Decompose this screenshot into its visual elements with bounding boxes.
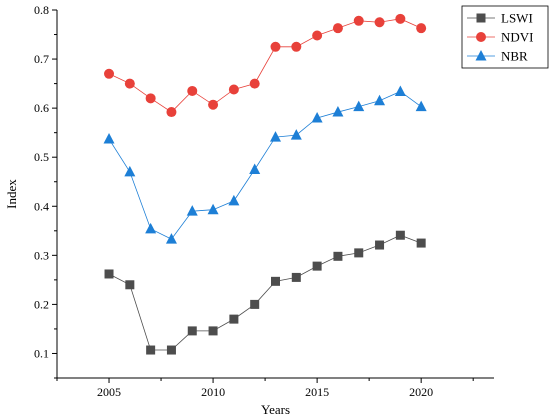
data-point-ndvi bbox=[291, 41, 302, 52]
legend-entry-ndvi: NDVI bbox=[467, 30, 534, 45]
data-point-lswi bbox=[187, 326, 197, 336]
data-point-ndvi bbox=[374, 17, 385, 28]
data-point-lswi bbox=[166, 345, 176, 355]
data-point-lswi bbox=[291, 272, 301, 282]
data-point-lswi bbox=[333, 251, 343, 261]
axes: 0.1 0.2 0.3 0.4 0.5 0.6 0.7 0.8 2005 2010 2015 2020 bbox=[34, 3, 494, 399]
data-point-nbr bbox=[394, 85, 406, 96]
data-point-ndvi bbox=[332, 23, 343, 34]
data-point-nbr bbox=[249, 163, 261, 174]
series-nbr bbox=[103, 85, 427, 244]
series-layer bbox=[103, 13, 427, 355]
data-point-nbr bbox=[124, 165, 136, 177]
data-point-nbr bbox=[270, 131, 281, 142]
data-point-ndvi bbox=[166, 107, 177, 118]
data-point-lswi bbox=[104, 269, 114, 279]
data-point-nbr bbox=[332, 106, 344, 117]
data-point-ndvi bbox=[249, 78, 260, 89]
series-line-ndvi bbox=[108, 18, 422, 113]
data-point-lswi bbox=[375, 240, 385, 250]
data-point-ndvi bbox=[124, 78, 135, 89]
data-point-ndvi bbox=[208, 99, 219, 110]
y-tick-label: 0.4 bbox=[34, 199, 49, 213]
data-point-lswi bbox=[125, 280, 135, 290]
legend-marker-nbr bbox=[475, 50, 487, 61]
series-ndvi bbox=[104, 13, 427, 118]
y-tick-label: 0.3 bbox=[34, 248, 49, 262]
data-point-nbr bbox=[145, 222, 157, 234]
legend-label-lswi: LSWI bbox=[501, 11, 533, 26]
x-tick-label: 2010 bbox=[201, 385, 225, 399]
legend-entry-nbr: NBR bbox=[467, 49, 528, 64]
series-lswi bbox=[104, 230, 426, 355]
data-point-nbr bbox=[290, 129, 302, 140]
legend-marker-ndvi bbox=[476, 32, 486, 42]
data-point-ndvi bbox=[104, 68, 115, 79]
legend-marker-lswi bbox=[476, 13, 486, 23]
data-point-ndvi bbox=[228, 84, 239, 95]
data-point-ndvi bbox=[312, 30, 323, 41]
data-point-nbr bbox=[353, 100, 365, 112]
y-axis-title: Index bbox=[4, 179, 19, 209]
data-point-lswi bbox=[250, 299, 260, 309]
data-point-ndvi bbox=[353, 15, 364, 26]
x-tick-label: 2020 bbox=[409, 385, 433, 399]
data-point-ndvi bbox=[395, 13, 406, 24]
data-point-lswi bbox=[229, 314, 239, 324]
y-tick-label: 0.7 bbox=[34, 52, 49, 66]
legend-label-ndvi: NDVI bbox=[501, 30, 534, 45]
data-point-lswi bbox=[416, 238, 426, 248]
series-line-lswi bbox=[108, 234, 422, 351]
x-tick-label: 2015 bbox=[305, 385, 329, 399]
data-point-lswi bbox=[271, 276, 280, 286]
data-point-ndvi bbox=[145, 93, 156, 104]
data-point-nbr bbox=[207, 203, 219, 215]
data-point-lswi bbox=[312, 261, 322, 271]
legend: LSWI NDVI NBR bbox=[461, 5, 549, 69]
legend-entry-lswi: LSWI bbox=[467, 11, 533, 26]
data-point-nbr bbox=[311, 111, 323, 123]
data-point-ndvi bbox=[416, 23, 427, 34]
data-point-ndvi bbox=[187, 85, 198, 96]
data-point-nbr bbox=[415, 100, 427, 112]
x-tick-label: 2005 bbox=[97, 385, 121, 399]
y-tick-label: 0.1 bbox=[34, 346, 49, 360]
data-point-lswi bbox=[395, 230, 405, 240]
data-point-nbr bbox=[165, 233, 177, 244]
data-point-nbr bbox=[103, 133, 115, 144]
y-tick-label: 0.2 bbox=[34, 297, 49, 311]
data-point-nbr bbox=[186, 205, 198, 216]
y-tick-label: 0.6 bbox=[34, 101, 49, 115]
y-tick-label: 0.5 bbox=[34, 150, 49, 164]
x-axis-title: Years bbox=[261, 402, 290, 417]
legend-label-nbr: NBR bbox=[501, 49, 528, 64]
data-point-nbr bbox=[228, 194, 240, 206]
data-point-lswi bbox=[208, 326, 218, 336]
data-point-lswi bbox=[354, 248, 364, 258]
data-point-ndvi bbox=[270, 41, 281, 52]
series-line-nbr bbox=[108, 90, 422, 240]
data-point-lswi bbox=[146, 345, 156, 355]
y-tick-label: 0.8 bbox=[34, 3, 49, 17]
data-point-nbr bbox=[374, 94, 386, 106]
